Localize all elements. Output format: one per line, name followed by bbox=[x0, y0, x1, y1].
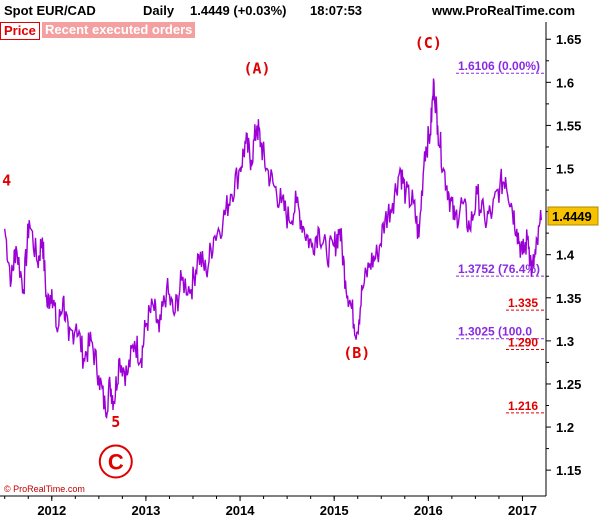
wave-label: C bbox=[108, 450, 124, 475]
fib-levels: 1.6106 (0.00%) 1.3752 (76.4%) 1.335 1.3025 … bbox=[456, 59, 546, 414]
wave-label: 5 bbox=[111, 413, 120, 431]
chart-header: Spot EUR/CAD Daily 1.4449 (+0.03%) 18:07… bbox=[0, 0, 600, 22]
y-tick-label: 1.5 bbox=[556, 162, 574, 177]
y-tick-label: 1.4 bbox=[556, 248, 575, 263]
y-tick-label: 1.65 bbox=[556, 32, 581, 47]
x-tick-label: 2017 bbox=[508, 503, 537, 518]
wave-label: (A) bbox=[243, 60, 270, 78]
y-tick-label: 1.25 bbox=[556, 377, 581, 392]
y-tick-label: 1.3 bbox=[556, 334, 574, 349]
tab-price[interactable]: Price bbox=[0, 22, 40, 40]
website[interactable]: www.ProRealTime.com bbox=[432, 3, 576, 18]
price-badge-box bbox=[547, 206, 599, 226]
x-axis: 2012 2013 2014 2015 2016 2017 bbox=[4, 496, 537, 518]
x-tick-label: 2014 bbox=[226, 503, 256, 518]
y-tick-label: 1.2 bbox=[556, 420, 574, 435]
series-line-eurcad bbox=[4, 78, 542, 419]
price-badge-label: 1.4449 bbox=[552, 209, 592, 224]
y-tick-label: 1.6 bbox=[556, 75, 574, 90]
level-label: 1.3752 (76.4%) bbox=[458, 262, 540, 276]
wave-label: (B) bbox=[343, 344, 370, 362]
wave-label: 4 bbox=[2, 172, 11, 190]
current-price-badge: 1.4449 bbox=[547, 206, 599, 226]
level-label: 1.3025 (100.0 bbox=[458, 325, 532, 339]
copyright: © ProRealTime.com bbox=[4, 484, 85, 494]
wave-labels: 4 5 (A) (B) (C) C bbox=[2, 34, 442, 479]
x-tick-label: 2012 bbox=[37, 503, 66, 518]
x-tick-label: 2013 bbox=[131, 503, 160, 518]
price-change: 1.4449 (+0.03%) bbox=[190, 3, 287, 18]
instrument-name: Spot EUR/CAD bbox=[4, 3, 96, 18]
timeframe[interactable]: Daily bbox=[143, 3, 175, 18]
y-tick-label: 1.35 bbox=[556, 291, 581, 306]
y-tick-label: 1.15 bbox=[556, 463, 581, 478]
x-tick-label: 2016 bbox=[414, 503, 443, 518]
time: 18:07:53 bbox=[310, 3, 363, 18]
y-tick-label: 1.55 bbox=[556, 118, 581, 133]
level-label: 1.290 bbox=[508, 335, 538, 349]
level-label: 1.216 bbox=[508, 399, 538, 413]
wave-label: (C) bbox=[415, 34, 442, 52]
level-label: 1.335 bbox=[508, 296, 538, 310]
x-tick-label: 2015 bbox=[320, 503, 349, 518]
level-label: 1.6106 (0.00%) bbox=[458, 59, 540, 73]
tab-recent-orders[interactable]: Recent executed orders bbox=[42, 22, 196, 38]
wave-label-circle bbox=[98, 444, 133, 479]
